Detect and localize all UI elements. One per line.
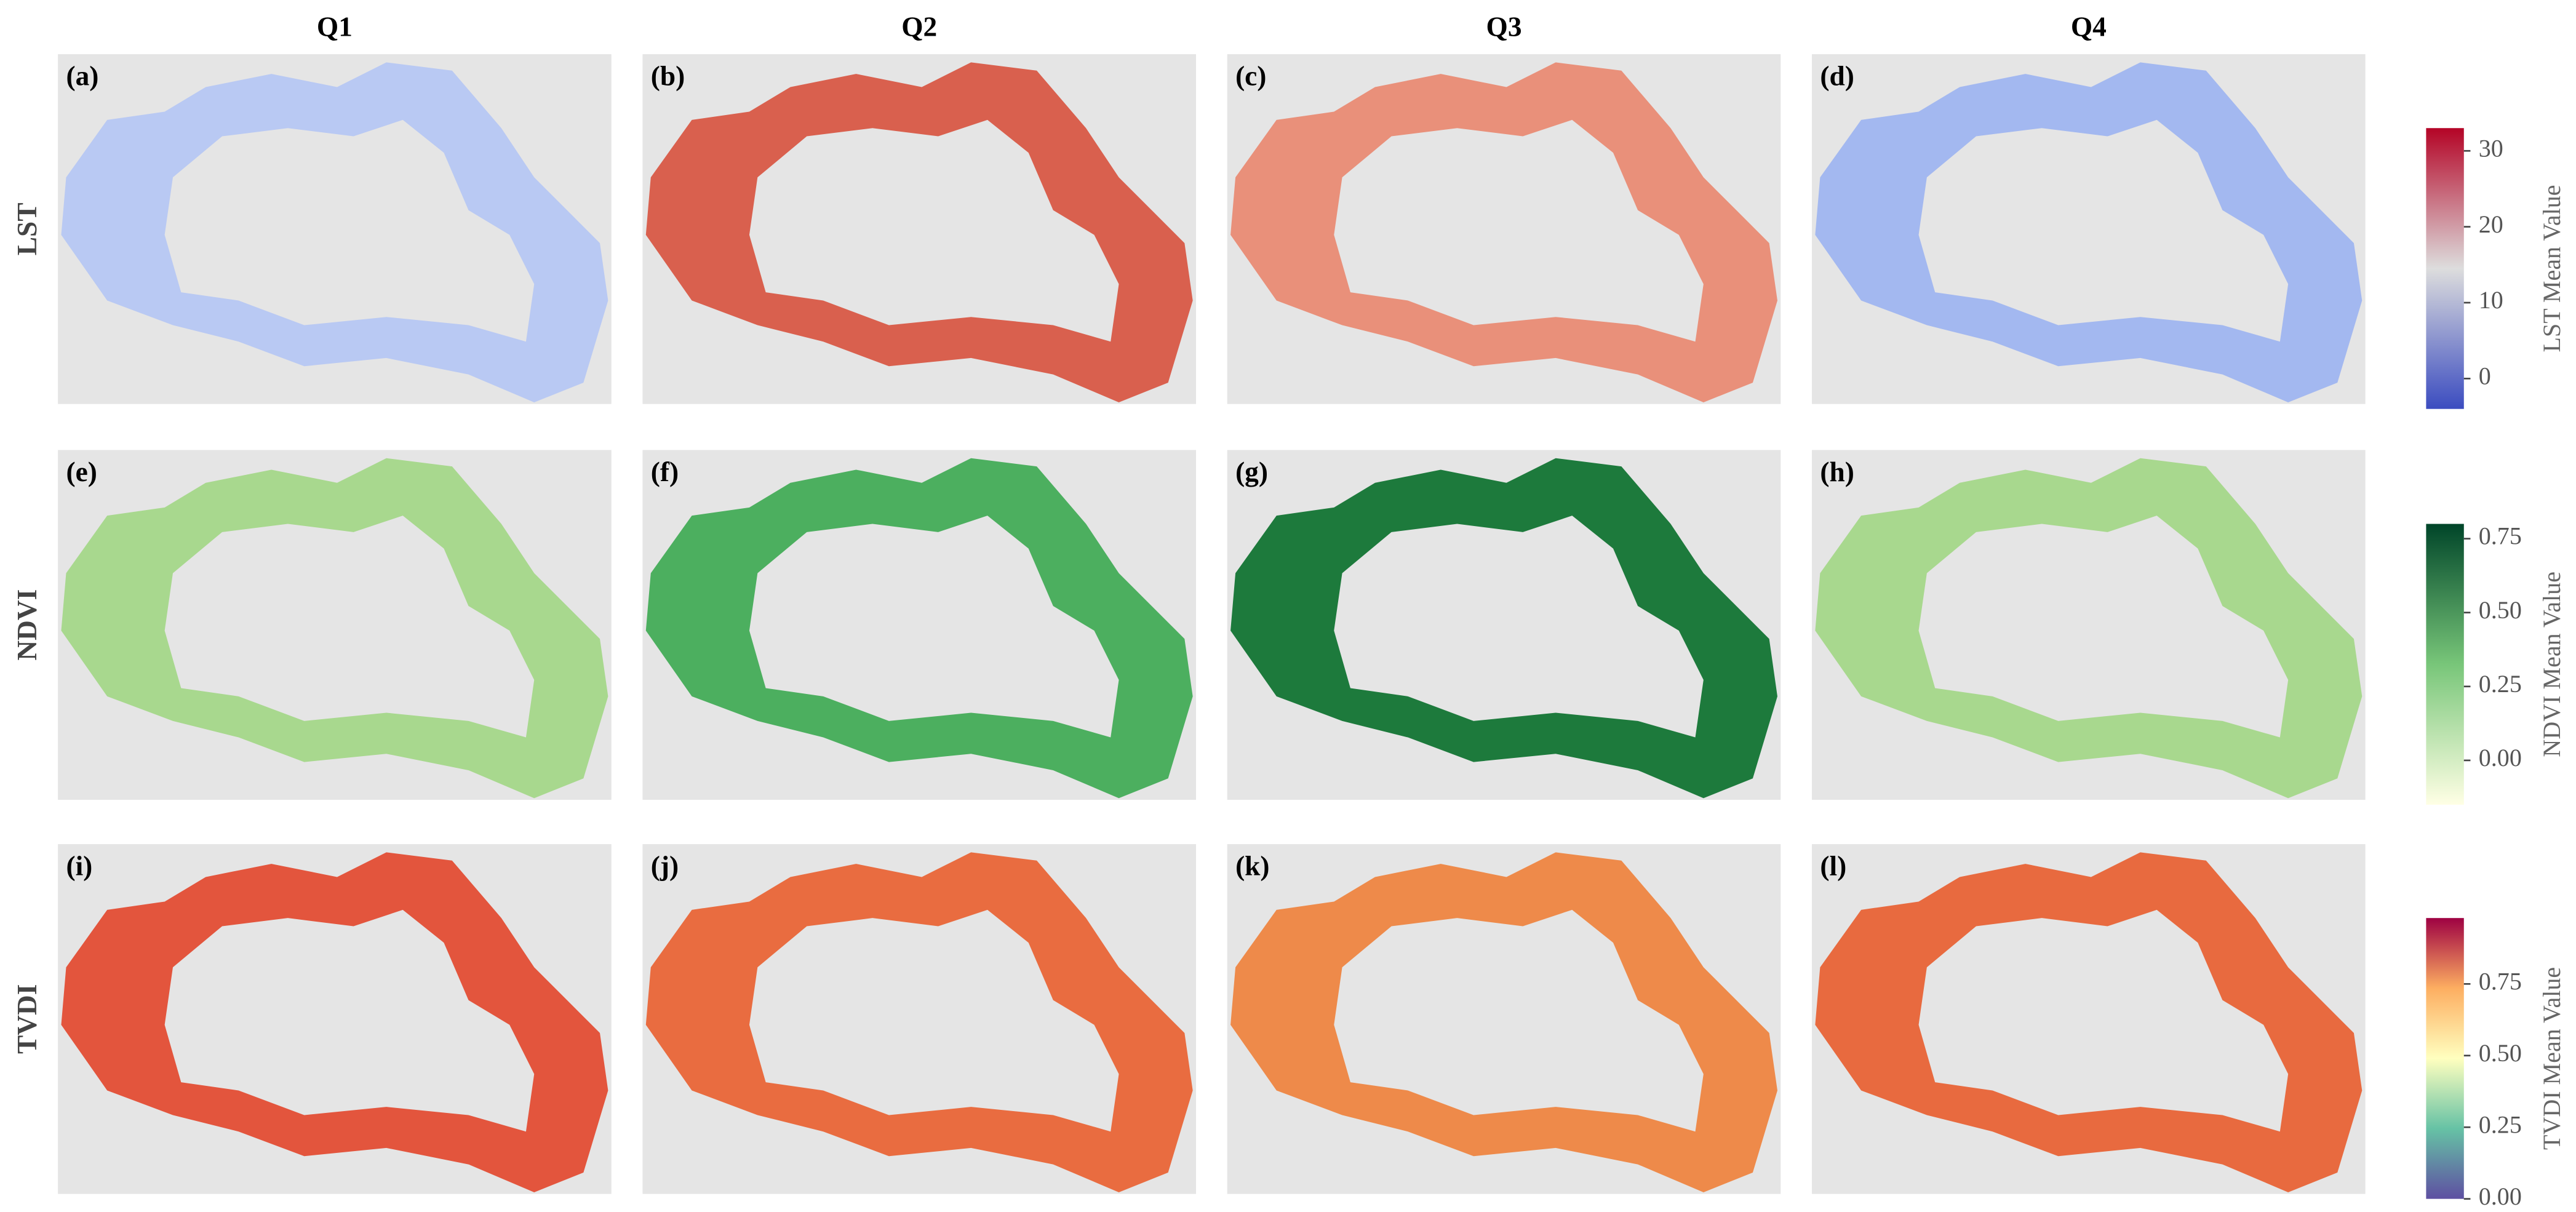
map-region (61, 62, 608, 402)
colorbar-tick-label: 0.75 (2479, 967, 2522, 995)
row-label: NDVI (12, 589, 42, 661)
map-region (645, 458, 1193, 799)
colorbar-label: LST Mean Value (2538, 185, 2566, 352)
colorbar-tick-label: 0.00 (2479, 744, 2522, 771)
colorbar-tick-label: 20 (2479, 210, 2503, 238)
map-region (645, 62, 1193, 402)
column-header: Q2 (901, 11, 937, 42)
column-header: Q4 (2071, 11, 2107, 42)
map-region (61, 458, 608, 799)
colorbar-tick-label: 0.25 (2479, 670, 2522, 698)
panel-label: (d) (1820, 61, 1854, 92)
panel-label: (k) (1235, 851, 1269, 882)
colorbar-tick-label: 0 (2479, 362, 2491, 390)
map-region (1230, 62, 1777, 402)
panel-label: (e) (66, 456, 97, 487)
map-region (645, 852, 1193, 1192)
map-region (1815, 458, 2363, 799)
colorbar-label: NDVI Mean Value (2538, 572, 2566, 757)
column-header: Q1 (317, 11, 353, 42)
map-region (1230, 458, 1777, 799)
row-label: LST (12, 203, 42, 256)
panel-label: (a) (66, 61, 98, 92)
map-region (1815, 62, 2363, 402)
panel-label: (c) (1235, 61, 1266, 92)
panel-label: (g) (1235, 456, 1268, 487)
colorbar (2426, 918, 2464, 1199)
colorbar-label: TVDI Mean Value (2538, 967, 2566, 1150)
colorbar-tick-label: 0.50 (2479, 596, 2522, 624)
colorbar-tick-label: 0.00 (2479, 1182, 2522, 1210)
panel-label: (l) (1820, 851, 1846, 882)
colorbar-tick-label: 0.75 (2479, 522, 2522, 550)
map-region (1815, 852, 2363, 1192)
panel-label: (j) (651, 851, 679, 882)
colorbar (2426, 524, 2464, 805)
map-region (61, 852, 608, 1192)
panel-label: (f) (651, 456, 679, 487)
panel-label: (i) (66, 851, 92, 882)
colorbar-tick-label: 10 (2479, 286, 2503, 314)
map-region (1230, 852, 1777, 1192)
column-header: Q3 (1486, 11, 1522, 42)
colorbar-tick-label: 0.50 (2479, 1039, 2522, 1067)
panel-label: (b) (651, 61, 685, 92)
row-label: TVDI (12, 984, 42, 1054)
colorbar (2426, 128, 2464, 409)
colorbar-tick-label: 30 (2479, 134, 2503, 162)
panel-label: (h) (1820, 456, 1854, 487)
colorbar-tick-label: 0.25 (2479, 1110, 2522, 1138)
